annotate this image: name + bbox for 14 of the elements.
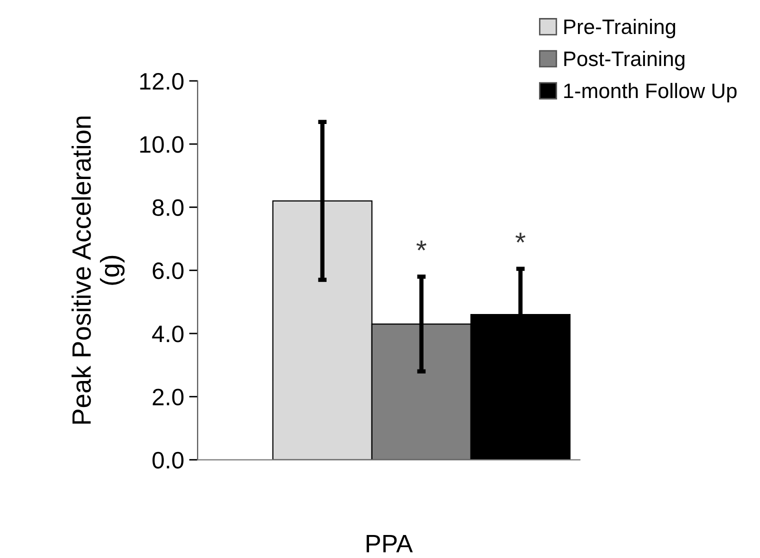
annotation: * — [416, 240, 426, 250]
annotation: * — [516, 232, 526, 243]
y-tick-label: 12.0 — [140, 72, 184, 90]
y-tick-label: 6.0 — [152, 262, 184, 280]
legend-label: Post-Training — [564, 50, 684, 70]
legend-label: Pre-Training — [564, 18, 676, 38]
y-tick-label: 8.0 — [152, 199, 184, 216]
y-tick-label: 4.0 — [152, 326, 184, 342]
y-tick-label: 10.0 — [140, 136, 184, 153]
y-tick-label: 2.0 — [152, 388, 184, 406]
legend-label: 1-month Follow Up — [564, 82, 737, 102]
x-axis-title: PPA — [366, 535, 413, 552]
y-tick-label: 0.0 — [152, 452, 184, 469]
y-axis-title: Peak Positive Acceleration (g) — [72, 116, 125, 424]
